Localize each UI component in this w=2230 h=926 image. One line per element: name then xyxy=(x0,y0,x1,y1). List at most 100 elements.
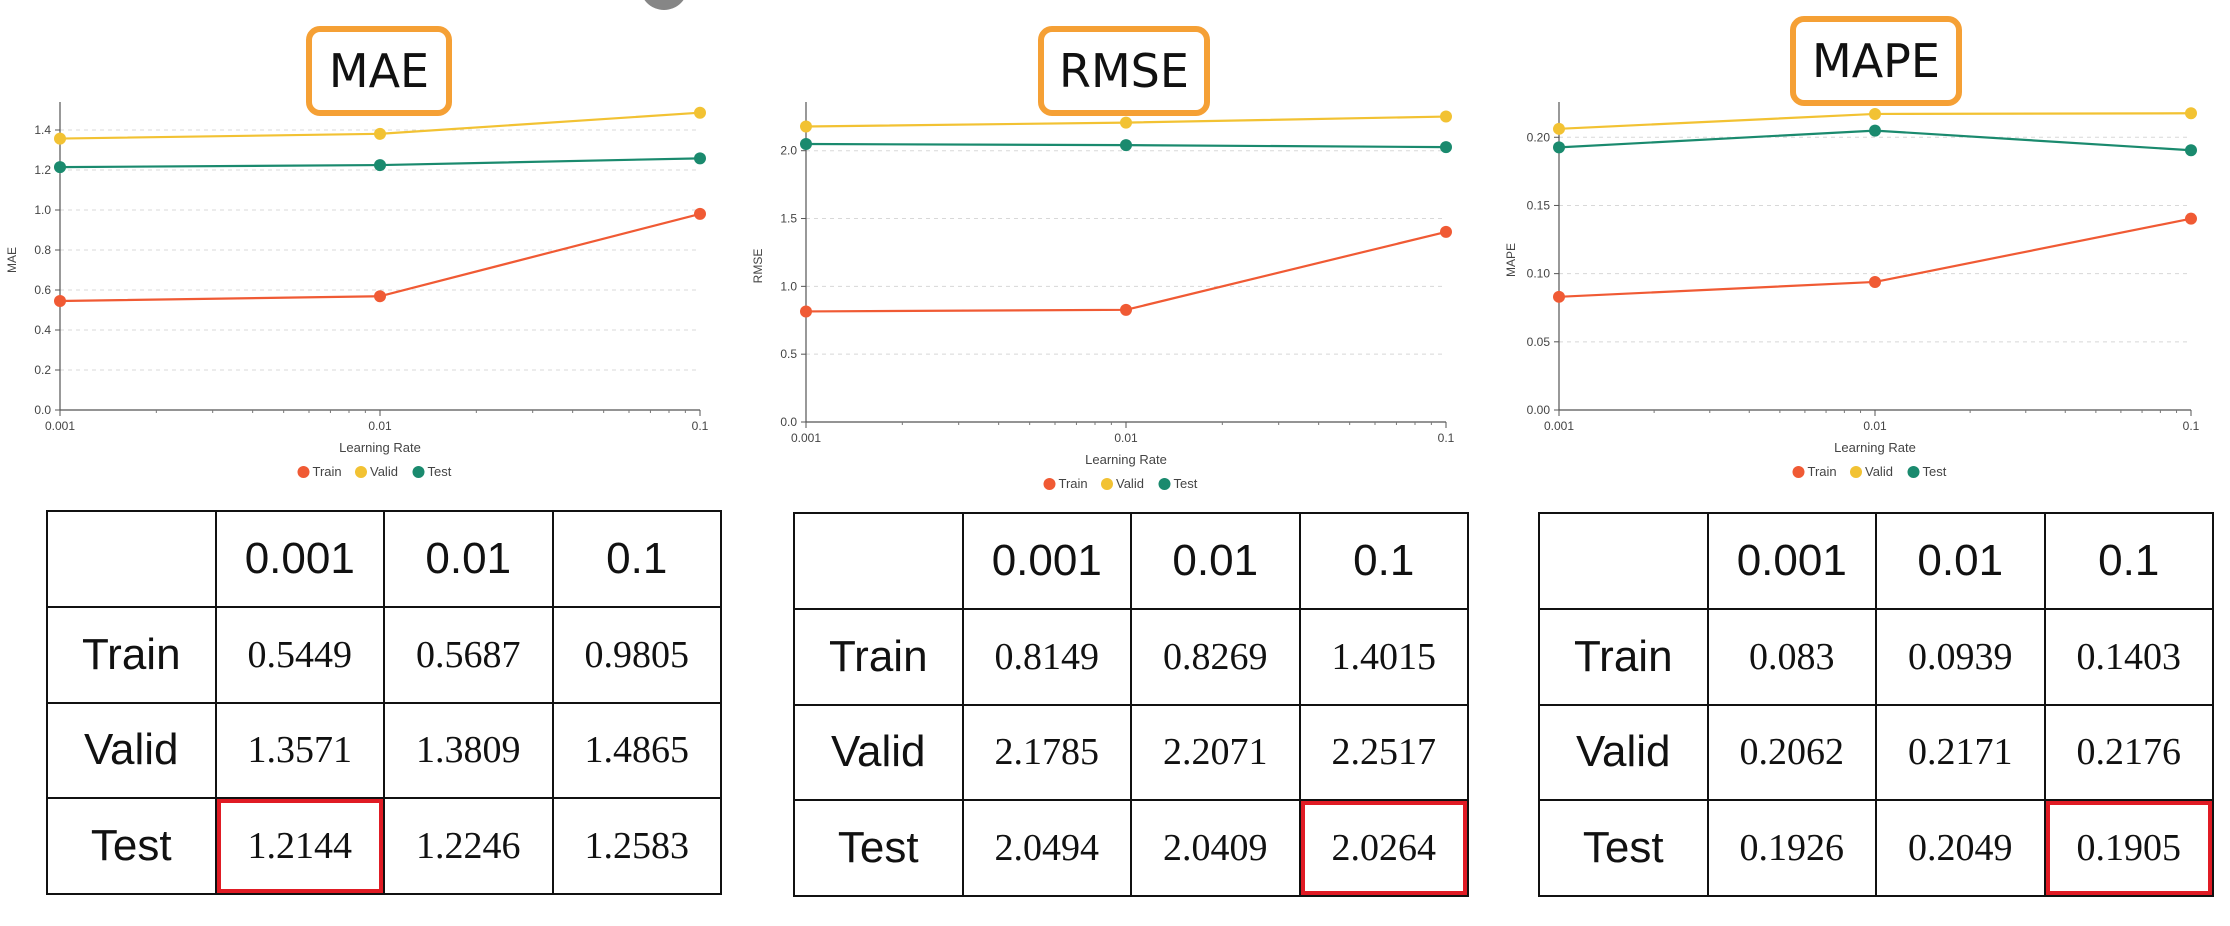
highlighted-cell: 0.1905 xyxy=(2043,799,2214,897)
data-point-test xyxy=(694,152,706,165)
data-point-valid xyxy=(694,106,706,119)
data-point-train xyxy=(1869,275,1881,288)
x-tick-label: 0.001 xyxy=(45,419,75,433)
x-tick-label: 0.001 xyxy=(791,431,821,445)
row-header: Valid xyxy=(1538,703,1709,802)
table-cell: 0.5449 xyxy=(214,605,385,704)
table-cell: 2.2517 xyxy=(1298,703,1469,802)
data-point-valid xyxy=(2185,107,2197,120)
data-point-train xyxy=(374,290,386,303)
row-header: Test xyxy=(793,799,964,897)
row-header: Test xyxy=(46,797,217,895)
data-point-valid xyxy=(1440,110,1452,123)
y-axis-label: RMSE xyxy=(751,249,765,284)
y-tick-label: 2.0 xyxy=(780,144,797,158)
row-header: Train xyxy=(1538,607,1709,706)
table-row: Train 0.083 0.0939 0.1403 xyxy=(1538,607,2214,706)
row-header: Valid xyxy=(46,701,217,800)
data-point-test xyxy=(1120,139,1132,152)
column-header: 0.001 xyxy=(214,510,385,608)
legend-label-valid: Valid xyxy=(1116,476,1144,491)
legend-marker-test xyxy=(1907,466,1920,478)
table-header-row: 0.001 0.01 0.1 xyxy=(793,512,1469,610)
table-row: Test 2.0494 2.0409 2.0264 xyxy=(793,799,1469,897)
column-header: 0.001 xyxy=(1706,512,1877,610)
table-row: Train 0.8149 0.8269 1.4015 xyxy=(793,607,1469,706)
table-cell: 0.2049 xyxy=(1875,799,2046,897)
y-tick-label: 0.00 xyxy=(1527,403,1551,417)
legend-marker-valid xyxy=(355,466,367,478)
y-axis-label: MAPE xyxy=(1504,243,1518,277)
mae-panel: MAE 0.0 0.2 0.4 0.6 0.8 1.0 1.2 1.4 0.001 0.01 0.1… xyxy=(0,0,740,926)
legend-marker-test xyxy=(1158,478,1171,490)
data-point-train xyxy=(2185,212,2197,225)
legend-marker-valid xyxy=(1101,478,1113,490)
rmse-panel: RMSE 0.0 0.5 1.0 1.5 2.0 0.001 0.01 0.1 Learning… xyxy=(750,0,1490,926)
data-point-valid xyxy=(800,120,812,133)
data-point-valid xyxy=(1553,122,1565,135)
legend-marker-train xyxy=(1043,478,1056,490)
data-point-train xyxy=(694,207,706,220)
data-point-valid xyxy=(374,127,386,140)
data-point-train xyxy=(800,305,812,318)
mae-chart: 0.0 0.2 0.4 0.6 0.8 1.0 1.2 1.4 0.001 0.01 0.1 Lear… xyxy=(5,102,709,479)
y-tick-label: 1.0 xyxy=(34,203,51,217)
data-point-test xyxy=(1440,141,1452,154)
table-cell: 0.1403 xyxy=(2043,607,2214,706)
table-cell: 2.2071 xyxy=(1130,703,1301,802)
data-point-test xyxy=(2185,144,2197,157)
table-row: Test 0.1926 0.2049 0.1905 xyxy=(1538,799,2214,897)
legend-marker-valid xyxy=(1850,466,1862,478)
mape-chart: 0.00 0.05 0.10 0.15 0.20 0.001 0.01 0.1 Learning… xyxy=(1504,102,2200,479)
y-tick-label: 0.0 xyxy=(780,415,797,429)
table-cell: 1.2583 xyxy=(551,797,722,895)
table-row: Valid 0.2062 0.2171 0.2176 xyxy=(1538,703,2214,802)
table-cell: 1.3809 xyxy=(383,701,554,800)
column-header: 0.1 xyxy=(1298,512,1469,610)
rmse-table: 0.001 0.01 0.1 Train 0.8149 0.8269 1.4015 Valid… xyxy=(793,512,1469,897)
y-tick-label: 1.0 xyxy=(780,279,797,293)
highlighted-cell: 2.0264 xyxy=(1298,799,1469,897)
table-cell: 0.2171 xyxy=(1875,703,2046,802)
mape-panel: MAPE 0.00 0.05 0.10 0.15 0.20 0.001 0.01 0.1 Lea… xyxy=(1497,0,2230,926)
x-tick-label: 0.001 xyxy=(1544,419,1574,433)
x-tick-label: 0.1 xyxy=(1438,431,1455,445)
data-point-train xyxy=(1120,303,1132,316)
mape-title: MAPE xyxy=(1790,16,1962,106)
table-cell: 1.4865 xyxy=(551,701,722,800)
legend-marker-train xyxy=(1792,466,1805,478)
table-cell: 1.2246 xyxy=(383,797,554,895)
column-header: 0.1 xyxy=(551,510,722,608)
column-header: 0.001 xyxy=(961,512,1132,610)
table-cell: 0.2176 xyxy=(2043,703,2214,802)
table-cell: 0.1926 xyxy=(1706,799,1877,897)
rmse-title: RMSE xyxy=(1038,26,1210,116)
y-tick-label: 0.2 xyxy=(34,363,51,377)
y-tick-label: 0.4 xyxy=(34,323,51,337)
legend-label-valid: Valid xyxy=(370,464,398,479)
row-header: Valid xyxy=(793,703,964,802)
mae-title: MAE xyxy=(306,26,452,116)
row-header: Test xyxy=(1538,799,1709,897)
legend-label-train: Train xyxy=(313,464,342,479)
x-tick-label: 0.01 xyxy=(1863,419,1887,433)
table-cell: 2.1785 xyxy=(961,703,1132,802)
row-header: Train xyxy=(793,607,964,706)
data-point-test xyxy=(800,137,812,150)
y-tick-label: 0.0 xyxy=(34,403,51,417)
data-point-train xyxy=(1440,225,1452,238)
mape-table: 0.001 0.01 0.1 Train 0.083 0.0939 0.1403 Valid 0… xyxy=(1538,512,2214,897)
x-axis-label: Learning Rate xyxy=(1834,440,1916,455)
data-point-valid xyxy=(1120,116,1132,129)
data-point-test xyxy=(1869,124,1881,137)
table-corner-cell xyxy=(1538,512,1709,610)
rmse-chart: 0.0 0.5 1.0 1.5 2.0 0.001 0.01 0.1 Learning Rate… xyxy=(751,102,1455,491)
y-tick-label: 0.8 xyxy=(34,243,51,257)
data-point-train xyxy=(1553,290,1565,303)
series-line-train xyxy=(805,230,1447,313)
legend-label-valid: Valid xyxy=(1865,464,1893,479)
x-tick-label: 0.01 xyxy=(1114,431,1138,445)
highlighted-cell: 1.2144 xyxy=(214,797,385,895)
y-tick-label: 0.10 xyxy=(1527,267,1551,281)
y-tick-label: 1.4 xyxy=(34,123,51,137)
